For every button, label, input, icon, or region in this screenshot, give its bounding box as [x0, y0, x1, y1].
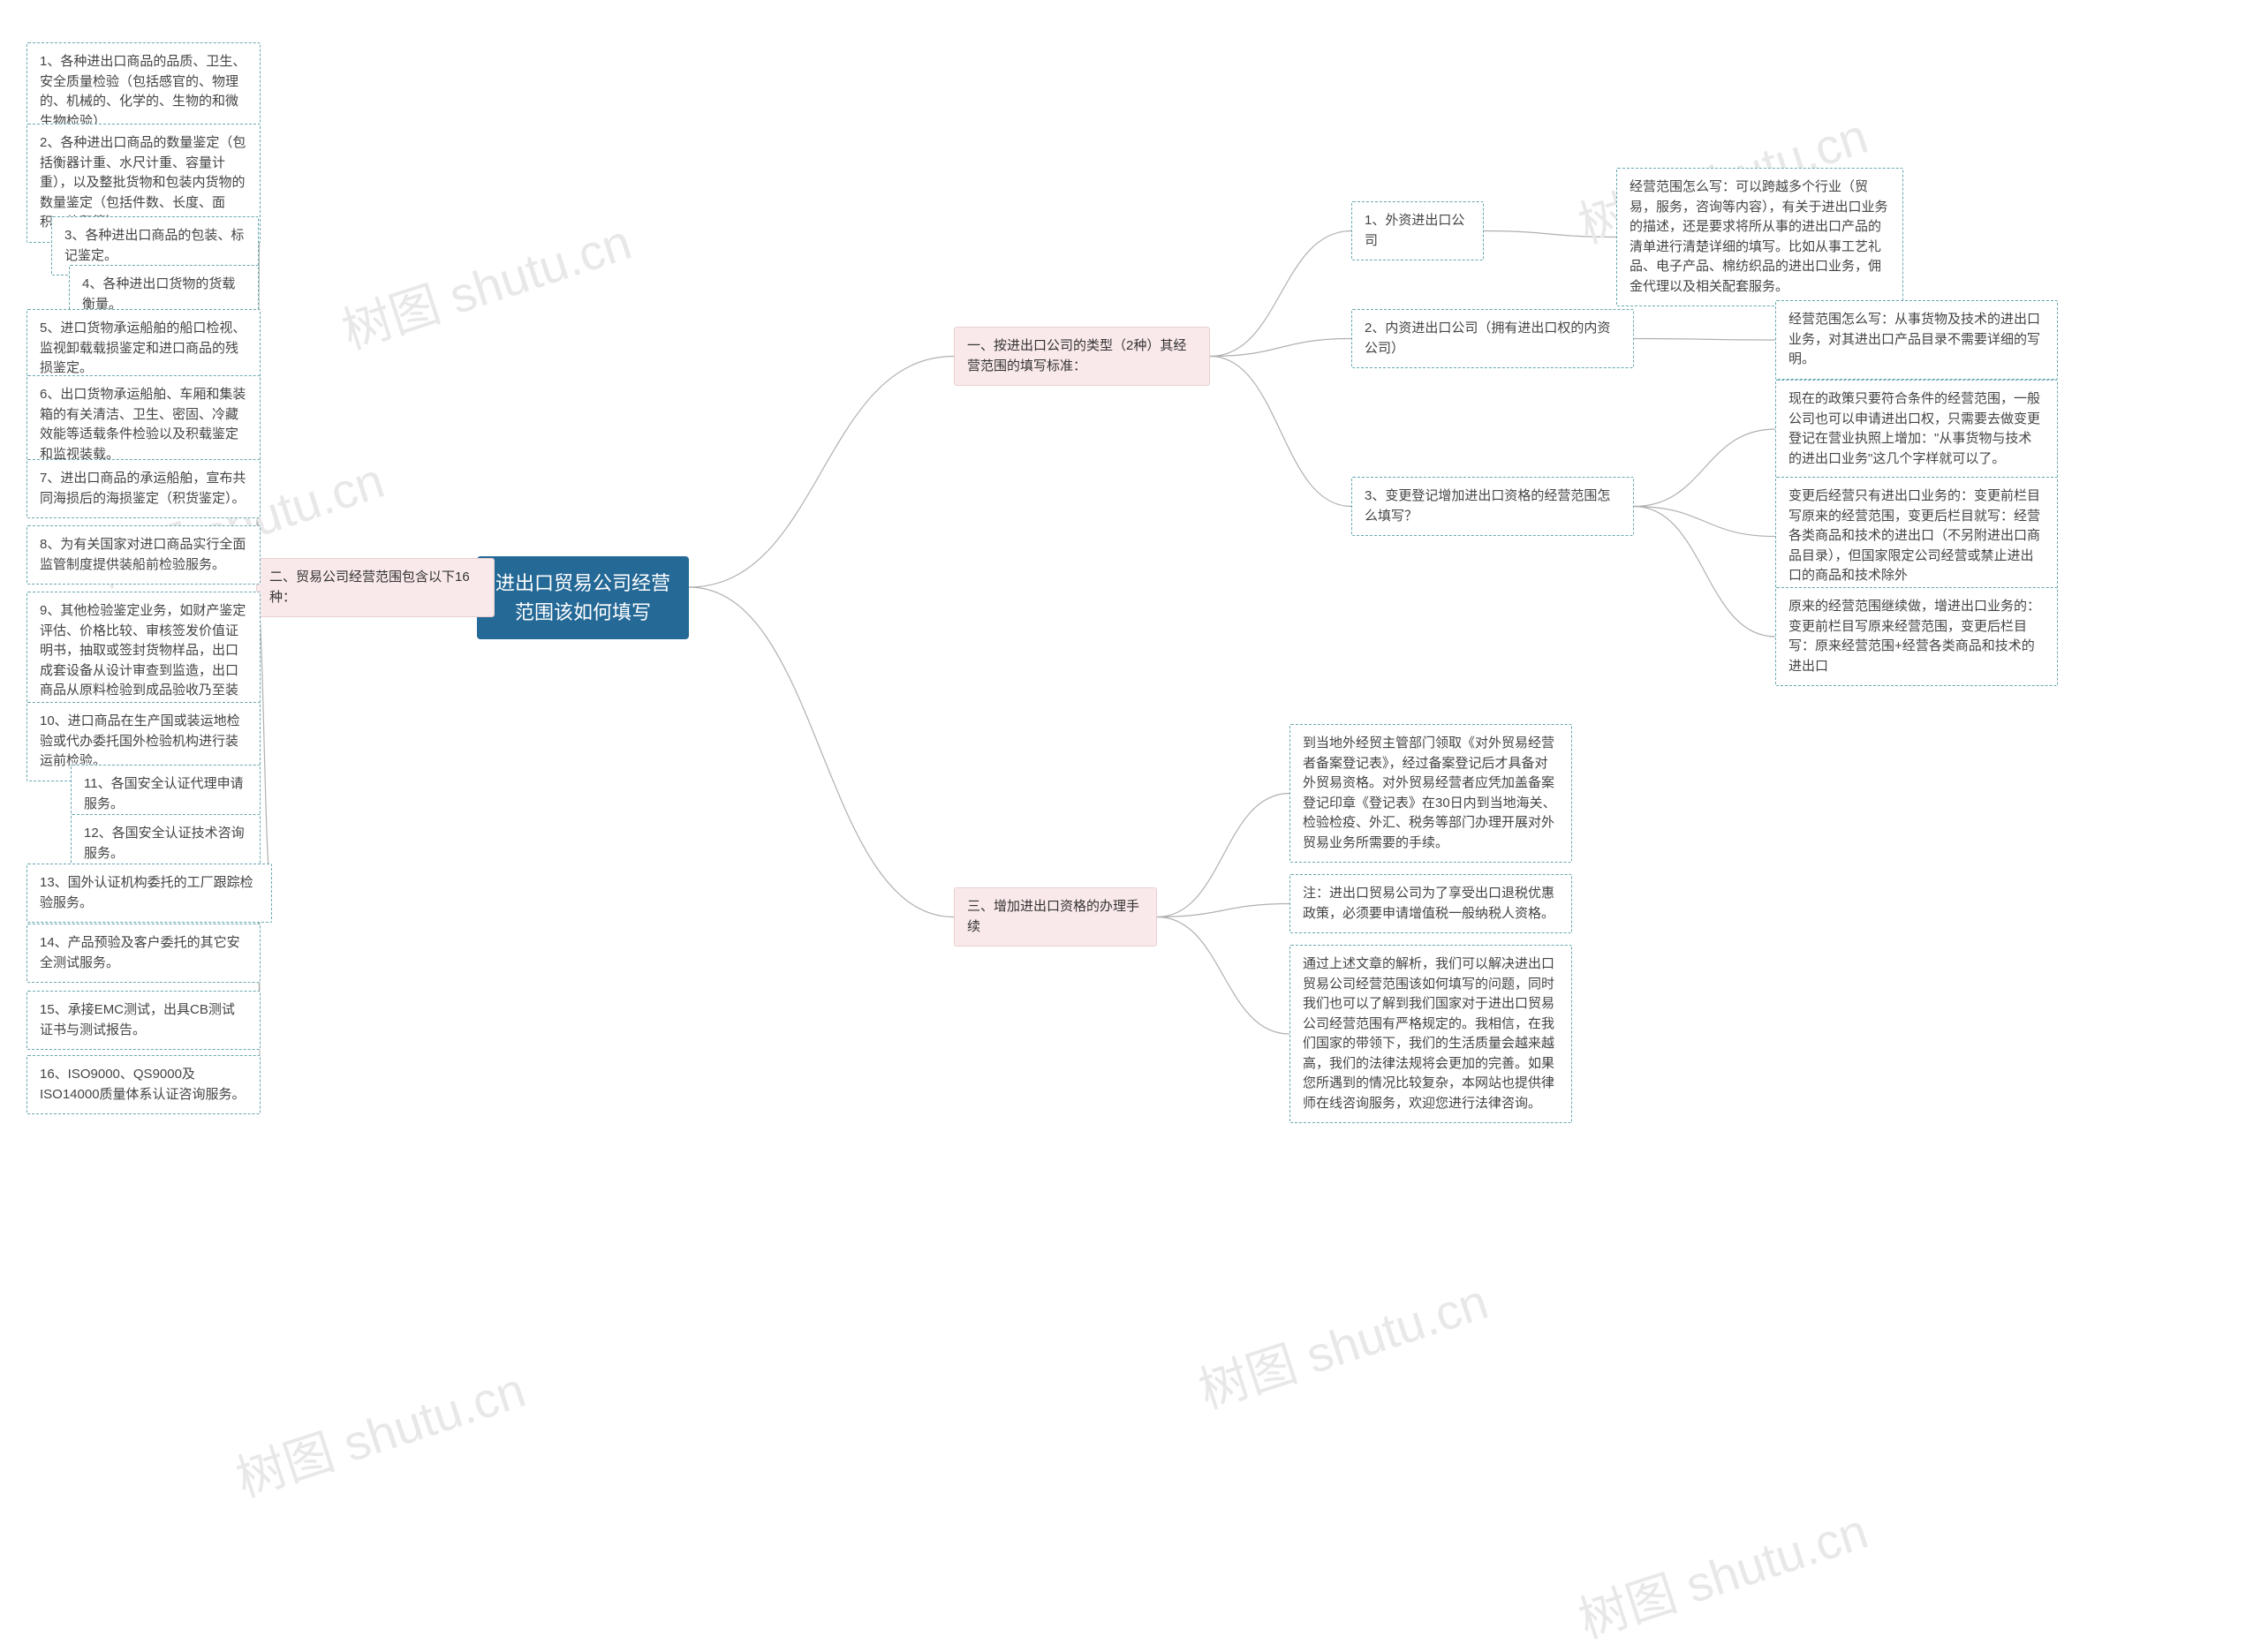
watermark: 树图 shutu.cn	[1189, 1263, 1496, 1423]
detail: 现在的政策只要符合条件的经营范围，一般公司也可以申请进出口权，只需要去做变更登记…	[1775, 380, 2058, 479]
b2-item-14: 14、产品预验及客户委托的其它安全测试服务。	[26, 924, 261, 983]
branch-b2: 二、贸易公司经营范围包含以下16种：	[256, 558, 495, 617]
b3-item-3: 通过上述文章的解析，我们可以解决进出口贸易公司经营范围该如何填写的问题，同时我们…	[1289, 945, 1572, 1123]
node-b1c2: 2、内资进出口公司（拥有进出口权的内资公司）	[1351, 309, 1634, 368]
b2-item-16: 16、ISO9000、QS9000及ISO14000质量体系认证咨询服务。	[26, 1055, 261, 1114]
b3-item-1: 到当地外经贸主管部门领取《对外贸易经营者备案登记表》，经过备案登记后才具备对外贸…	[1289, 724, 1572, 863]
b2-item-13: 13、国外认证机构委托的工厂跟踪检验服务。	[26, 864, 272, 923]
detail: 经营范围怎么写：从事货物及技术的进出口业务，对其进出口产品目录不需要详细的写明。	[1775, 300, 2058, 380]
watermark: 树图 shutu.cn	[332, 203, 639, 364]
branch-b3: 三、增加进出口资格的办理手续	[954, 887, 1157, 947]
branch-b1: 一、按进出口公司的类型（2种）其经营范围的填写标准：	[954, 327, 1210, 386]
watermark: 树图 shutu.cn	[1569, 1492, 1876, 1652]
node-b1c3: 3、变更登记增加进出口资格的经营范围怎么填写？	[1351, 477, 1634, 536]
mindmap-canvas: 树图 shutu.cn树图 shutu.cn树图 shutu.cn树图 shut…	[0, 0, 2261, 1584]
detail: 原来的经营范围继续做，增进出口业务的：变更前栏目写原来经营范围，变更后栏目写：原…	[1775, 587, 2058, 686]
detail: 经营范围怎么写：可以跨越多个行业（贸易，服务，咨询等内容），有关于进出口业务的描…	[1616, 168, 1903, 306]
center-node: 进出口贸易公司经营范围该如何填写	[477, 556, 689, 639]
b2-item-7: 7、进出口商品的承运船舶，宣布共同海损后的海损鉴定（积货鉴定）。	[26, 459, 261, 518]
watermark: 树图 shutu.cn	[226, 1351, 533, 1512]
b2-item-8: 8、为有关国家对进口商品实行全面监管制度提供装船前检验服务。	[26, 525, 261, 585]
b2-item-15: 15、承接EMC测试，出具CB测试证书与测试报告。	[26, 991, 261, 1050]
detail: 变更后经营只有进出口业务的：变更前栏目写原来的经营范围，变更后栏目就写：经营各类…	[1775, 477, 2058, 596]
node-b1c1: 1、外资进出口公司	[1351, 201, 1484, 260]
connector-layer	[0, 0, 2261, 1584]
b3-item-2: 注：进出口贸易公司为了享受出口退税优惠政策，必须要申请增值税一般纳税人资格。	[1289, 874, 1572, 933]
